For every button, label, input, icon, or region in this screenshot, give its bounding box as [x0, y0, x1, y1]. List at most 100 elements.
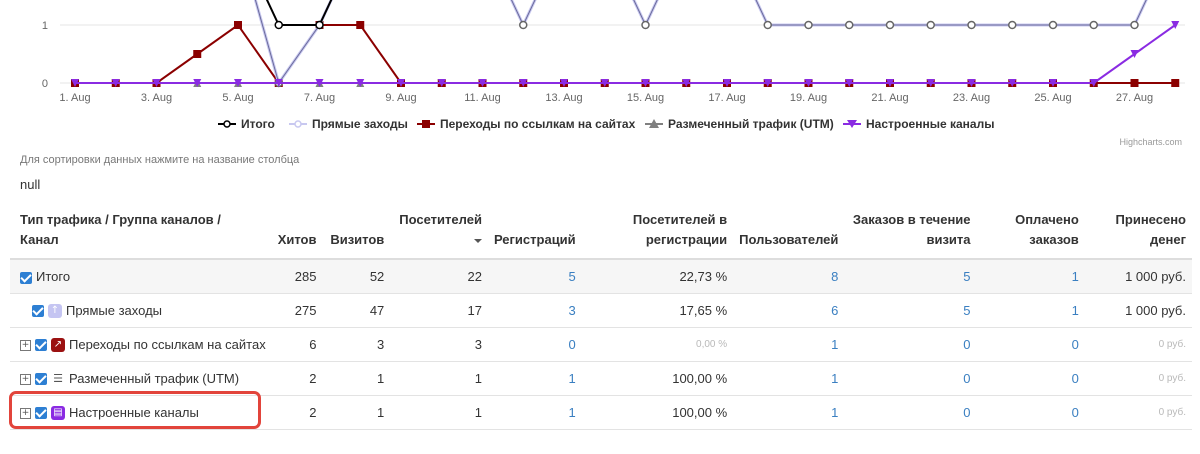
cell-users-link[interactable]: 1 — [733, 327, 845, 362]
expand-icon[interactable]: + — [20, 407, 31, 419]
cell-registrations-link[interactable]: 0 — [487, 327, 582, 362]
cell-hits: 2 — [271, 395, 323, 430]
cell-paid-link[interactable]: 1 — [976, 259, 1085, 294]
checkbox-checked-icon[interactable] — [35, 339, 47, 352]
data-point — [437, 79, 446, 87]
data-point — [804, 20, 813, 30]
checkbox-checked-icon[interactable] — [32, 305, 44, 318]
col-header-conversion[interactable]: Посетителей в регистрации — [581, 204, 734, 260]
data-point — [356, 79, 365, 87]
x-tick-label: 9. Aug — [385, 92, 416, 104]
data-point — [1171, 21, 1180, 29]
data-point — [356, 21, 365, 29]
x-tick-label: 17. Aug — [708, 92, 745, 104]
cell-money: 1 000 руб. — [1084, 259, 1192, 294]
checkbox-checked-icon[interactable] — [35, 373, 47, 386]
data-point — [1130, 20, 1139, 30]
legend-item-utm[interactable]: Размеченный трафик (UTM) — [645, 117, 834, 131]
cell-users-link[interactable]: 8 — [733, 259, 845, 294]
table-row-utm: + ☰ Размеченный трафик (UTM) 2 1 1 1 100,0… — [10, 361, 1192, 396]
col-header-visits[interactable]: Визитов — [322, 204, 391, 260]
col-header-traffic-type[interactable]: Тип трафика / Группа каналов / Канал — [10, 204, 272, 260]
cell-orders-link[interactable]: 5 — [844, 293, 977, 328]
cell-orders-link[interactable]: 0 — [844, 395, 977, 430]
legend-item-total[interactable]: Итого — [218, 117, 275, 131]
cell-visits: 1 — [322, 361, 391, 396]
cell-registrations-link[interactable]: 1 — [487, 395, 582, 430]
checkbox-checked-icon[interactable] — [20, 271, 32, 284]
data-point — [111, 79, 120, 87]
data-point — [397, 79, 405, 87]
cell-registrations-link[interactable]: 1 — [487, 361, 582, 396]
col-header-paid[interactable]: Оплачено заказов — [976, 204, 1085, 260]
data-point — [926, 20, 935, 30]
data-point — [1008, 79, 1017, 87]
cell-visitors: 1 — [390, 361, 488, 396]
data-point — [234, 79, 242, 87]
data-point — [274, 20, 283, 30]
cell-users-link[interactable]: 1 — [733, 395, 845, 430]
highcharts-credits[interactable]: Highcharts.com — [1119, 137, 1182, 147]
cell-conversion: 100,00 % — [581, 395, 734, 430]
data-point — [519, 79, 528, 87]
data-point — [886, 79, 894, 87]
expand-icon[interactable]: + — [20, 373, 31, 385]
checkbox-checked-icon[interactable] — [35, 407, 47, 420]
cell-registrations-link[interactable]: 3 — [487, 293, 582, 328]
cell-visitors: 1 — [390, 395, 488, 430]
cell-hits: 275 — [271, 293, 323, 328]
col-header-orders[interactable]: Заказов в течение визита — [844, 204, 977, 260]
cell-orders-link[interactable]: 5 — [844, 259, 977, 294]
data-point — [193, 79, 202, 87]
legend-item-custom[interactable]: Настроенные каналы — [843, 117, 994, 131]
cell-orders-link[interactable]: 0 — [844, 361, 977, 396]
series-line-inner — [254, 0, 1147, 85]
data-point — [152, 79, 161, 87]
data-point — [519, 20, 528, 30]
data-point — [315, 79, 324, 87]
cell-money: 0 руб. — [1084, 327, 1192, 362]
cell-money: 0 руб. — [1084, 395, 1192, 430]
cell-conversion: 17,65 % — [581, 293, 734, 328]
cell-visits: 47 — [322, 293, 391, 328]
data-point — [926, 79, 935, 87]
cell-paid-link[interactable]: 0 — [976, 395, 1085, 430]
series-line — [253, 0, 1148, 87]
data-point — [1048, 20, 1058, 30]
data-point — [1008, 20, 1017, 30]
cell-paid-link[interactable]: 0 — [976, 361, 1085, 396]
x-tick-label: 1. Aug — [59, 92, 90, 104]
data-point — [560, 79, 568, 87]
cell-visits: 1 — [322, 395, 391, 430]
x-tick-label: 11. Aug — [464, 92, 501, 104]
cell-paid-link[interactable]: 1 — [976, 293, 1085, 328]
cell-users-link[interactable]: 6 — [733, 293, 845, 328]
legend-item-referrals[interactable]: Переходы по ссылкам на сайтах — [417, 117, 635, 131]
cell-registrations-link[interactable]: 5 — [487, 259, 582, 294]
cell-users-link[interactable]: 1 — [733, 361, 845, 396]
col-header-hits[interactable]: Хитов — [271, 204, 323, 260]
data-point — [763, 20, 772, 30]
series-line — [265, 0, 333, 26]
sort-desc-icon — [473, 238, 482, 243]
data-point — [885, 20, 895, 30]
data-point — [600, 79, 609, 87]
cell-paid-link[interactable]: 0 — [976, 327, 1085, 362]
series-line — [75, 23, 1176, 85]
col-header-registrations[interactable]: Регистраций — [487, 204, 582, 260]
table-row-direct: ↑ Прямые заходы 275 47 17 3 17,65 % 6 5 1… — [10, 293, 1192, 328]
data-point — [478, 79, 487, 87]
cell-visitors: 3 — [390, 327, 488, 362]
x-tick-label: 13. Aug — [545, 92, 582, 104]
data-point — [234, 21, 242, 29]
expand-icon[interactable]: + — [20, 339, 31, 351]
col-header-money[interactable]: Принесено денег — [1084, 204, 1192, 260]
row-label: + ↗ Переходы по ссылкам на сайтах — [10, 327, 272, 362]
x-tick-label: 5. Aug — [222, 92, 253, 104]
col-header-visitors[interactable]: Посетителей — [390, 204, 488, 260]
legend-item-direct[interactable]: Прямые заходы — [289, 117, 408, 131]
col-header-users[interactable]: Пользователей — [733, 204, 845, 260]
cell-orders-link[interactable]: 0 — [844, 327, 977, 362]
legend-label: Размеченный трафик (UTM) — [668, 117, 834, 131]
data-point — [1049, 79, 1057, 87]
